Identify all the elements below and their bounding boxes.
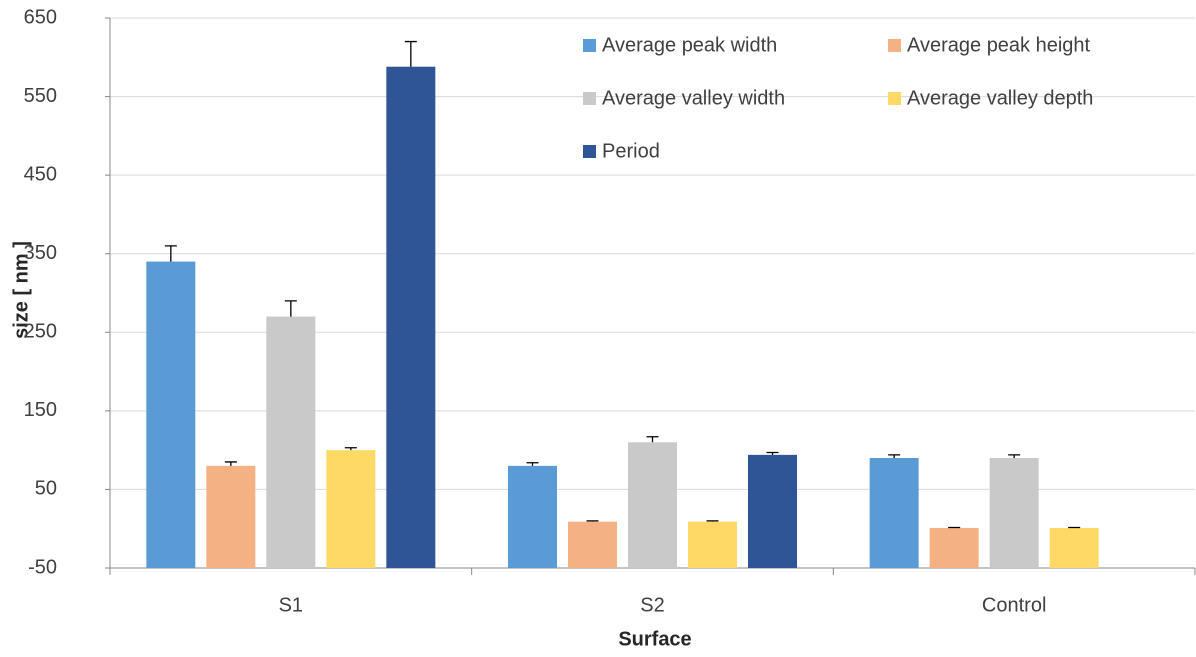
legend-swatch (583, 39, 596, 52)
y-tick-label: 250 (24, 321, 57, 343)
legend-label: Average peak height (907, 34, 1091, 56)
bar (326, 450, 376, 568)
error-bar (646, 436, 659, 443)
x-tick-label: S1 (279, 594, 303, 616)
y-tick-label: 450 (24, 163, 57, 185)
bar (1049, 527, 1099, 568)
error-bar (344, 447, 357, 451)
legend-swatch (888, 92, 901, 105)
error-bar (706, 520, 719, 522)
error-bar (766, 451, 779, 455)
y-tick-label: 50 (35, 478, 57, 500)
legend-swatch (583, 92, 596, 105)
error-bar (888, 454, 901, 458)
y-axis-title: size [ nm ] (10, 241, 32, 339)
legend-swatch (888, 39, 901, 52)
bar (688, 521, 737, 568)
legend-label: Average valley depth (907, 87, 1093, 109)
legend-swatch (583, 145, 596, 158)
bar (508, 465, 557, 568)
bar (386, 66, 436, 568)
bar (266, 316, 316, 568)
y-tick-label: 150 (24, 399, 57, 421)
y-tick-label: 650 (24, 6, 57, 28)
legend-label: Period (602, 140, 660, 162)
legend-label: Average peak width (602, 34, 777, 56)
x-axis-title: Surface (618, 628, 691, 650)
bar (206, 465, 256, 568)
bar (568, 521, 617, 568)
bar (748, 454, 797, 568)
x-tick-label: Control (982, 594, 1046, 616)
error-bar (1008, 454, 1021, 458)
error-bar (284, 300, 297, 317)
error-bar (526, 462, 539, 466)
error-bar (404, 40, 417, 67)
bar (628, 442, 677, 568)
bar (989, 458, 1039, 568)
bar (869, 458, 919, 568)
y-tick-label: 550 (24, 85, 57, 107)
y-tick-label: 350 (24, 242, 57, 264)
y-tick-label: -50 (28, 556, 57, 578)
x-tick-label: S2 (640, 594, 664, 616)
bar (929, 527, 979, 568)
error-bar (224, 461, 237, 466)
bar (146, 261, 196, 568)
error-bar (586, 520, 599, 522)
legend-label: Average valley width (602, 87, 785, 109)
error-bar (164, 245, 177, 262)
